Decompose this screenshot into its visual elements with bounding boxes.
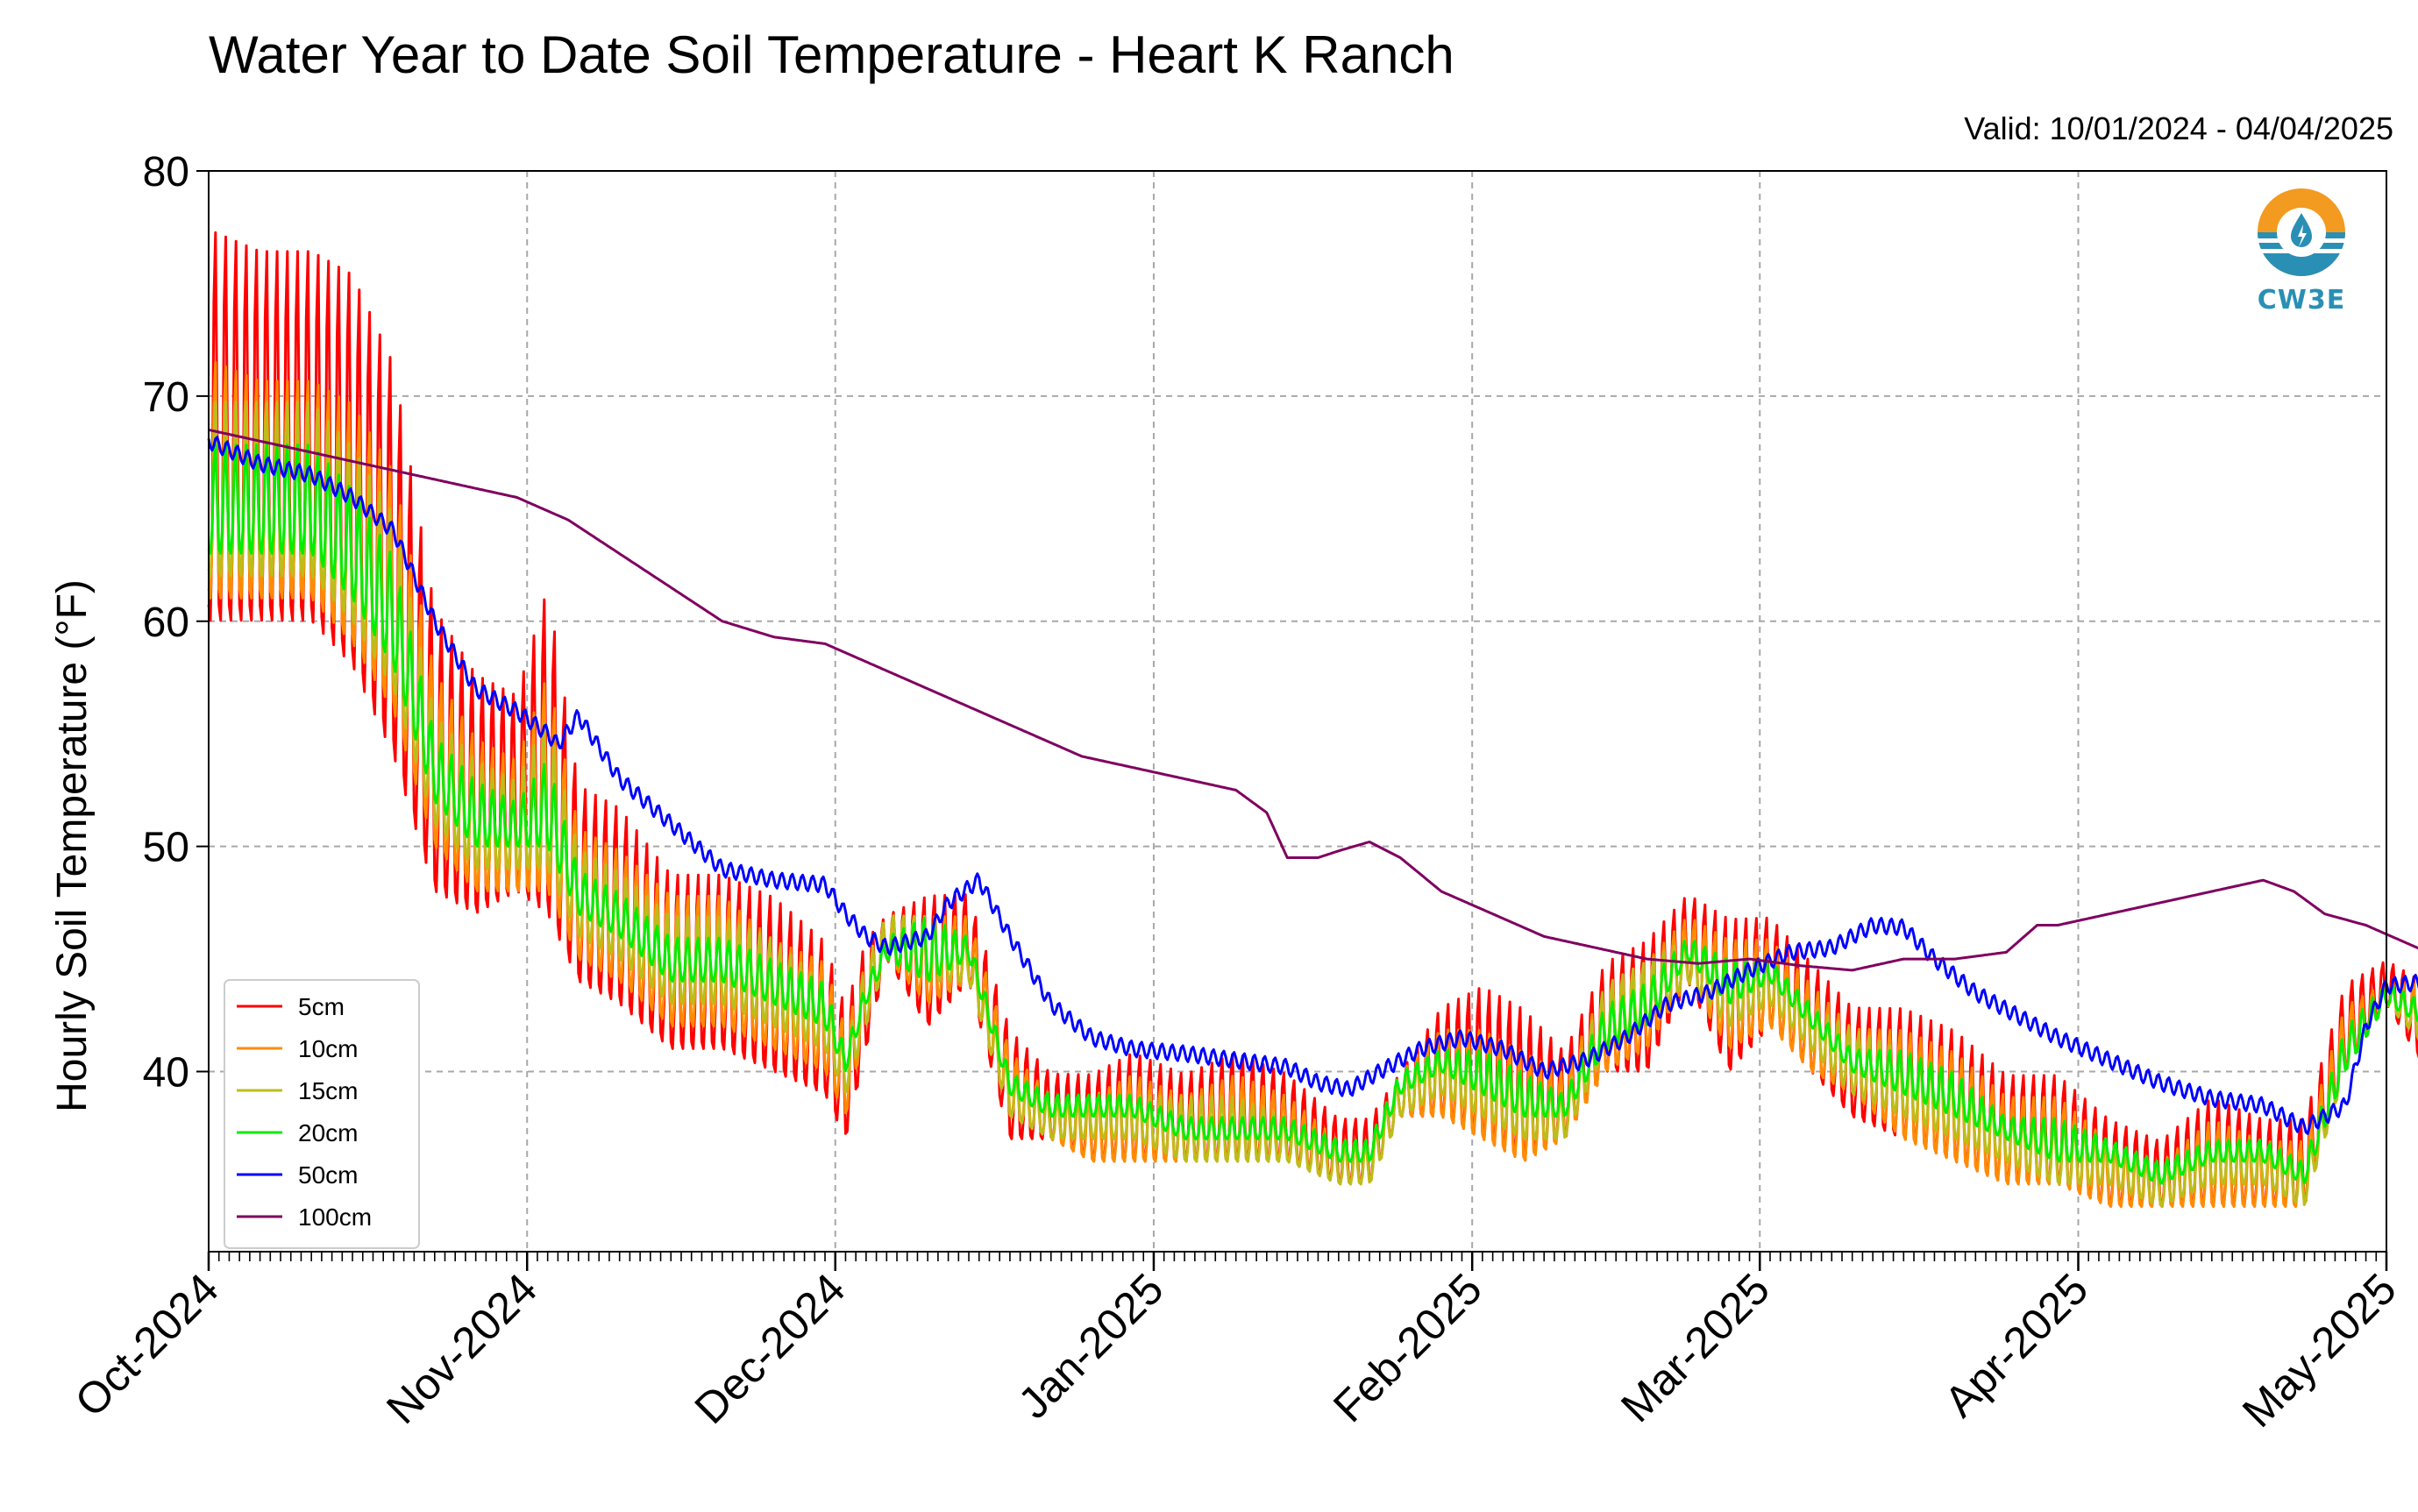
series-line-50cm — [207, 436, 2418, 1135]
legend: 5cm 10cm 15cm 20cm 50cm 100cm — [224, 979, 420, 1249]
series-line-10cm — [207, 360, 2418, 1208]
x-tick-label: Nov-2024 — [377, 1264, 546, 1433]
y-axis-label: Hourly Soil Temperature (°F) — [49, 579, 96, 1112]
y-tick-label: 80 — [143, 149, 189, 195]
y-tick-label: 70 — [143, 374, 189, 421]
series-line-20cm — [207, 444, 2418, 1185]
x-tick-label: May-2025 — [2233, 1264, 2406, 1437]
legend-label-20cm: 20cm — [298, 1119, 358, 1146]
chart-title: Water Year to Date Soil Temperature - He… — [209, 25, 1454, 84]
series-line-100cm — [208, 428, 2418, 972]
series-line-5cm — [207, 231, 2418, 1208]
x-tick-label: Feb-2025 — [1324, 1264, 1491, 1431]
legend-label-5cm: 5cm — [298, 993, 345, 1020]
y-tick-label: 50 — [143, 825, 189, 871]
x-tick-label: Mar-2025 — [1611, 1264, 1779, 1431]
valid-date-range: Valid: 10/01/2024 - 04/04/2025 — [1964, 110, 2393, 146]
series-line-15cm — [207, 401, 2418, 1208]
legend-label-50cm: 50cm — [298, 1161, 358, 1189]
x-tick-label: Jan-2025 — [1009, 1264, 1173, 1428]
legend-label-15cm: 15cm — [298, 1077, 358, 1104]
legend-label-10cm: 10cm — [298, 1035, 358, 1062]
series-lines — [207, 231, 2418, 1208]
x-tick-label: Oct-2024 — [66, 1264, 228, 1426]
x-tick-label: Apr-2025 — [1935, 1264, 2097, 1426]
cw3e-logo-text: CW3E — [2257, 285, 2346, 316]
cw3e-logo: CW3E — [2244, 184, 2358, 316]
y-tick-label: 60 — [143, 600, 189, 646]
y-tick-label: 40 — [143, 1050, 189, 1097]
cw3e-water-drop-logo-icon — [2258, 188, 2345, 276]
legend-label-100cm: 100cm — [298, 1203, 372, 1231]
x-tick-label: Dec-2024 — [686, 1264, 855, 1433]
